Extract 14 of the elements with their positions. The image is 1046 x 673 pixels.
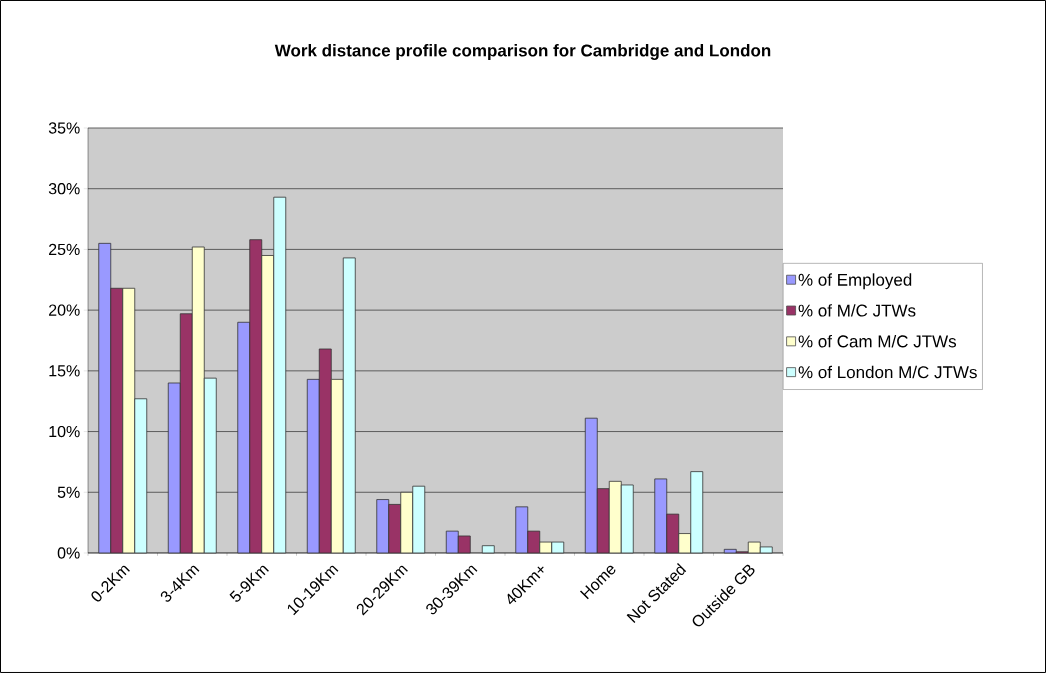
y-tick-label: 20% — [49, 304, 80, 316]
y-tick-label: 35% — [48, 122, 80, 134]
legend-label: % of Cam M/C JTWs — [798, 334, 957, 348]
bar — [481, 545, 495, 554]
legend-label: % of London M/C JTWs — [798, 365, 977, 379]
chart-title: Work distance profile comparison for Cambridge and London — [274, 44, 771, 60]
y-tick-label: 15% — [49, 365, 80, 377]
legend-label: % of Employed — [798, 273, 912, 290]
y-tick-label: 25% — [49, 243, 80, 256]
y-tick-label: 5% — [57, 486, 80, 498]
y-tick-label: 0% — [57, 547, 80, 559]
y-tick-label: 10% — [49, 425, 80, 438]
y-tick-label: 30% — [48, 183, 80, 195]
legend-label: % of M/C JTWs — [798, 304, 916, 317]
